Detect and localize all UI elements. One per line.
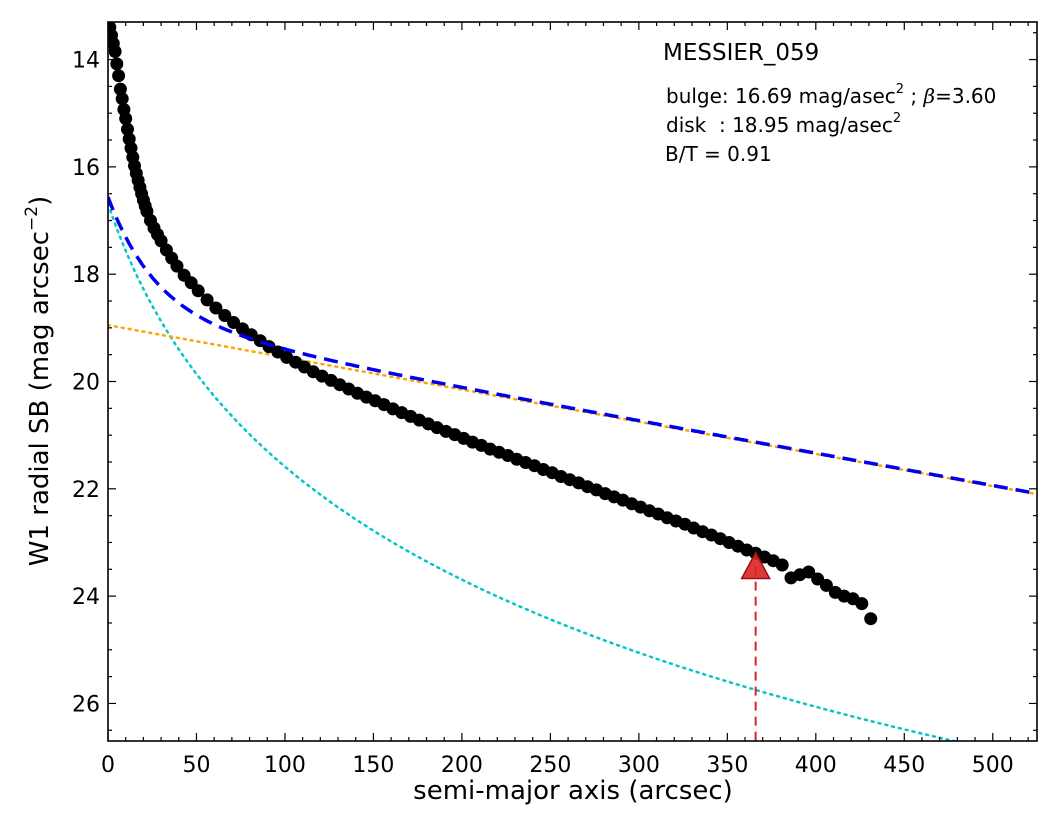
data-point: [191, 284, 205, 298]
data-point: [864, 612, 878, 626]
x-tick-label: 200: [441, 753, 483, 778]
observed-points: [108, 22, 878, 626]
x-tick-label: 0: [101, 753, 115, 778]
y-tick-label: 24: [72, 585, 100, 610]
y-axis-label-sup: −2: [22, 206, 42, 231]
data-point: [121, 122, 134, 136]
x-tick-label: 450: [883, 753, 925, 778]
y-axis-label: W1 radial SB (mag arcsec−2): [22, 196, 55, 566]
data-point: [170, 259, 184, 273]
x-axis-label: semi-major axis (arcsec): [413, 776, 733, 806]
y-tick-label: 16: [72, 156, 100, 181]
data-point: [110, 57, 124, 71]
bulge-component-curve: [108, 202, 960, 741]
x-tick-label: 500: [972, 753, 1014, 778]
data-point: [775, 558, 789, 572]
data-point: [802, 565, 816, 579]
x-tick-label: 100: [264, 753, 306, 778]
y-tick-label: 22: [72, 478, 100, 503]
y-axis-label-text: W1 radial SB (mag arcsec: [25, 231, 55, 566]
data-point: [819, 578, 833, 592]
y-tick-label: 14: [72, 49, 100, 74]
total-fit-curve: [108, 196, 1037, 496]
data-point: [115, 92, 129, 106]
data-point: [218, 309, 232, 322]
x-tick-label: 150: [352, 753, 394, 778]
x-tick-label: 50: [182, 753, 210, 778]
bulge-annotation-sup: 2: [896, 82, 904, 97]
data-point: [209, 301, 223, 315]
bulge-annotation: bulge: 16.69 mag/asec2 ; β=3.60: [666, 82, 996, 108]
bulge-annotation-beta-value: =3.60: [935, 84, 996, 108]
data-point: [108, 45, 122, 58]
data-point: [112, 69, 126, 83]
bulge-annotation-text: bulge: 16.69 mag/asec: [666, 84, 896, 108]
disk-annotation-text: disk : 18.95 mag/asec: [666, 113, 893, 137]
marker-triangle: [740, 551, 771, 580]
x-tick-label: 250: [529, 753, 571, 778]
data-point: [119, 112, 133, 126]
data-point: [855, 597, 869, 611]
data-point: [200, 293, 214, 307]
y-tick-label: 26: [72, 692, 100, 717]
y-axis-label-close: ): [25, 196, 55, 206]
bt-annotation: B/T = 0.91: [665, 142, 772, 166]
x-tick-label: 300: [618, 753, 660, 778]
x-tick-label: 350: [706, 753, 748, 778]
beta-symbol: β: [923, 84, 936, 108]
x-tick-label: 400: [795, 753, 837, 778]
y-tick-label: 20: [72, 371, 100, 396]
plot-background: [108, 22, 1037, 741]
bulge-annotation-mid: ;: [904, 84, 923, 108]
plot-frame: [107, 21, 1038, 742]
curves: [108, 22, 1037, 741]
data-point: [113, 82, 127, 96]
chart-title: MESSIER_059: [663, 40, 819, 66]
y-tick-label: 18: [72, 263, 100, 288]
disk-annotation-sup: 2: [893, 111, 901, 126]
disk-annotation: disk : 18.95 mag/asec2: [666, 111, 901, 137]
